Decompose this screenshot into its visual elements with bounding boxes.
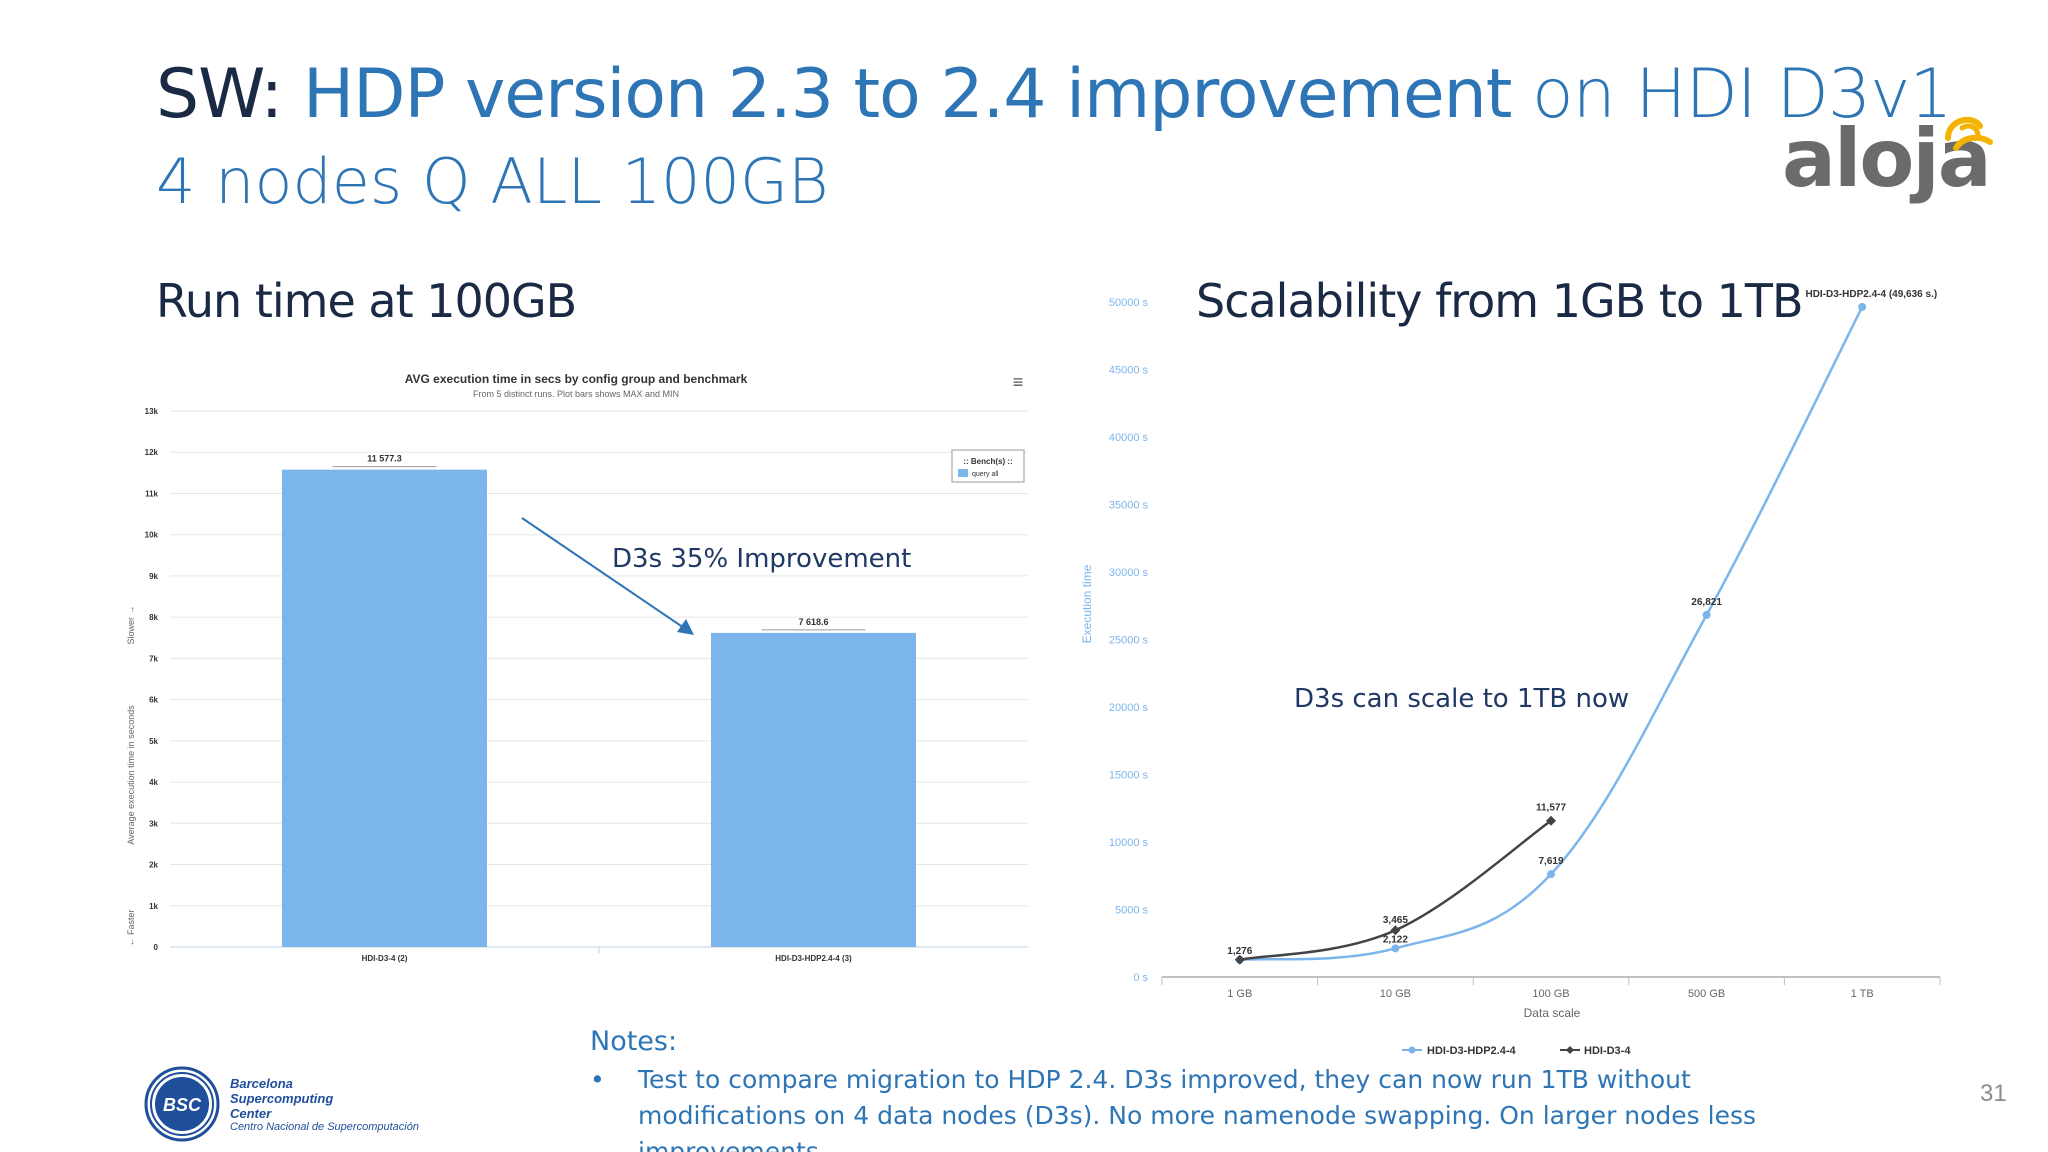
line-data-label: 11,577 <box>1536 803 1566 814</box>
improvement-arrow <box>521 517 691 633</box>
line-xlabel: Data scale <box>1524 1006 1581 1020</box>
bar-ytick-label: 9k <box>149 572 158 581</box>
bar-ytick-label: 13k <box>145 407 159 416</box>
line-xtick-label: 10 GB <box>1380 988 1411 1000</box>
line-data-label: 3,465 <box>1383 915 1408 926</box>
line-xtick-label: 1 GB <box>1227 988 1252 1000</box>
line-data-label: 26,821 <box>1691 597 1722 608</box>
slide-title: SW: HDP version 2.3 to 2.4 improvement o… <box>156 55 1953 134</box>
notes-list: • Test to compare migration to HDP 2.4. D… <box>590 1062 1830 1152</box>
title-suffix: on HDI D3v1 <box>1532 55 1953 134</box>
line-point[interactable] <box>1390 925 1401 936</box>
bar-ytick-label: 5k <box>149 737 158 746</box>
bar-ytick-label: 2k <box>149 861 158 870</box>
bsc-name-line1: Barcelona <box>230 1076 293 1091</box>
line-ytick-label: 45000 s <box>1109 365 1149 377</box>
legend-marker-hdp24 <box>1408 1046 1416 1054</box>
notes-heading: Notes: <box>590 1026 678 1057</box>
bsc-logo: BSC <box>144 1066 220 1142</box>
line-ytick-label: 15000 s <box>1109 770 1149 782</box>
bar[interactable] <box>711 632 916 947</box>
line-ytick-label: 50000 s <box>1109 297 1149 309</box>
line-ytick-label: 0 s <box>1133 972 1148 984</box>
bar-legend-title: :: Bench(s) :: <box>963 457 1012 466</box>
line-point[interactable] <box>1702 610 1711 619</box>
line-ytick-label: 10000 s <box>1109 837 1149 849</box>
bar-ytick-label: 8k <box>149 613 158 622</box>
bar-legend-item: query all <box>972 471 999 478</box>
aloja-logo-mark-icon <box>1945 116 1993 151</box>
bar[interactable] <box>282 469 487 947</box>
page-number: 31 <box>1980 1080 2007 1107</box>
bsc-badge: BSC <box>163 1095 202 1115</box>
line-ytick-label: 30000 s <box>1109 567 1149 579</box>
line-data-label: 1,276 <box>1227 946 1252 957</box>
left-section-title: Run time at 100GB <box>156 274 577 328</box>
bar-category-label: HDI-D3-4 (2) <box>362 954 408 963</box>
bar-ytick-label: 3k <box>149 819 158 828</box>
title-main: HDP version 2.3 to 2.4 improvement <box>302 55 1512 134</box>
bar-ylabel-top: Slower → <box>126 605 136 644</box>
bar-ytick-label: 10k <box>145 531 159 540</box>
line-point[interactable] <box>1547 870 1555 879</box>
line-ytick-label: 35000 s <box>1109 500 1149 512</box>
slide-subtitle: 4 nodes Q ALL 100GB <box>156 145 829 218</box>
improvement-arrowhead-icon <box>677 619 694 635</box>
line-data-label: 7,619 <box>1538 856 1563 867</box>
line-xtick-label: 500 GB <box>1688 988 1725 1000</box>
line-series-path <box>1239 306 1864 962</box>
aloja-logo: aloja <box>1782 112 1992 205</box>
bar-value-label: 7 618.6 <box>798 617 828 627</box>
bar-category-label: HDI-D3-HDP2.4-4 (3) <box>775 954 852 963</box>
bar-chart-menu-icon[interactable]: ≡ <box>1013 372 1024 392</box>
line-point[interactable] <box>1234 954 1245 965</box>
legend-item-hdp24[interactable]: HDI-D3-HDP2.4-4 <box>1427 1045 1517 1057</box>
title-prefix: SW: <box>156 55 283 134</box>
right-section-title: Scalability from 1GB to 1TB <box>1196 274 1804 328</box>
line-point[interactable] <box>1858 302 1867 311</box>
bar-chart-title: AVG execution time in secs by config gro… <box>405 372 748 386</box>
bullet-icon: • <box>590 1065 605 1094</box>
bar-ylabel-bottom: ← Faster <box>126 909 136 946</box>
bsc-name-line3: Center <box>230 1106 272 1121</box>
bar-ytick-label: 6k <box>149 696 158 705</box>
bar-ytick-label: 0 <box>154 943 159 952</box>
bar-ytick-label: 11k <box>145 489 158 498</box>
line-xtick-label: 1 TB <box>1851 988 1874 1000</box>
bar-value-label: 11 577.3 <box>367 454 402 464</box>
line-xtick-label: 100 GB <box>1532 988 1569 1000</box>
bar-ytick-label: 12k <box>145 448 159 457</box>
notes-item-text: Test to compare migration to HDP 2.4. D3… <box>638 1065 1757 1152</box>
line-data-label: 2,122 <box>1383 934 1408 945</box>
improvement-annotation: D3s 35% Improvement <box>612 544 912 574</box>
bar-ylabel: Average execution time in seconds <box>126 705 136 845</box>
bar-ytick-label: 4k <box>149 778 158 787</box>
bar-chart-subtitle: From 5 distinct runs. Plot bars shows MA… <box>473 389 679 399</box>
bar-legend-swatch <box>958 469 968 477</box>
bsc-name: Barcelona Supercomputing Center <box>230 1076 333 1121</box>
legend-marker-d34 <box>1566 1046 1574 1054</box>
line-ylabel: Execution time <box>1080 564 1094 643</box>
legend-item-d34[interactable]: HDI-D3-4 <box>1584 1045 1631 1057</box>
bsc-subtitle: Centro Nacional de Supercomputación <box>230 1121 419 1133</box>
line-ytick-label: 5000 s <box>1115 905 1149 917</box>
bar-ytick-label: 7k <box>149 654 158 663</box>
line-point[interactable] <box>1391 944 1400 953</box>
line-point[interactable] <box>1546 815 1556 826</box>
scale-annotation: D3s can scale to 1TB now <box>1294 684 1630 714</box>
line-ytick-label: 25000 s <box>1109 635 1149 647</box>
line-legend: HDI-D3-HDP2.4-4 HDI-D3-4 <box>1402 1045 1631 1057</box>
notes-item: • Test to compare migration to HDP 2.4. D… <box>590 1062 1830 1152</box>
bsc-name-line2: Supercomputing <box>230 1091 334 1106</box>
line-ytick-label: 20000 s <box>1109 702 1149 714</box>
bar-ytick-label: 1k <box>149 902 158 911</box>
bar-chart-legend: :: Bench(s) :: query all <box>951 449 1025 483</box>
line-ytick-label: 40000 s <box>1109 432 1149 444</box>
line-data-label: HDI-D3-HDP2.4-4 (49,636 s.) <box>1805 289 1937 300</box>
